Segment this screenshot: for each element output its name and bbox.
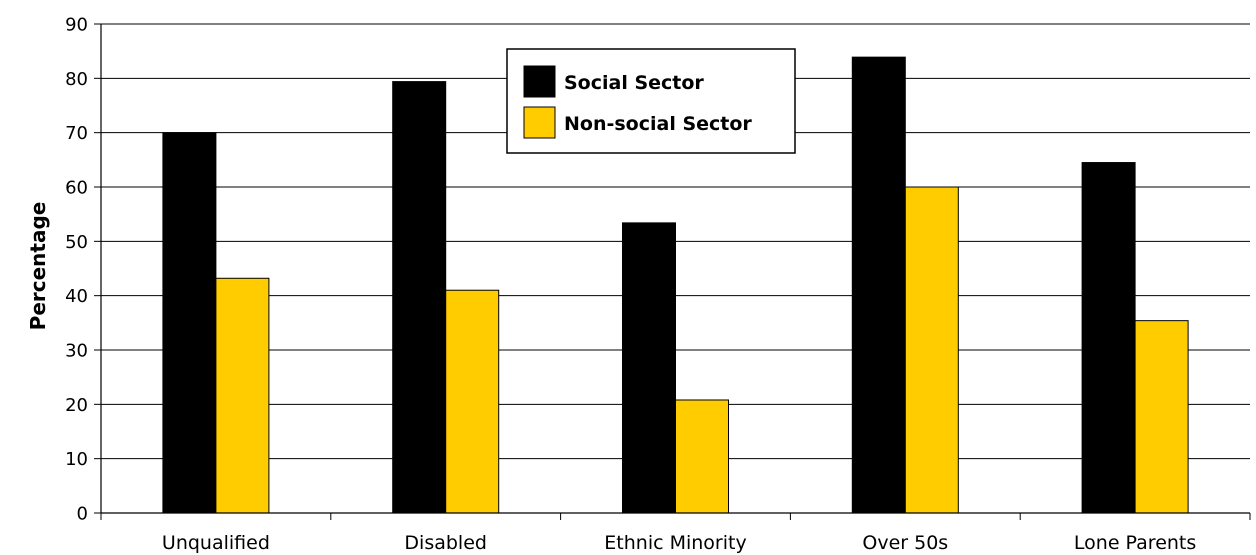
- y-tick-labels: 0 10 20 30 40 50 60 70 80 90: [65, 15, 101, 525]
- legend-swatch-social-sector: [523, 65, 556, 98]
- axes: [100, 24, 1251, 520]
- bar-non-social-sector-lone-parents: [1134, 320, 1189, 514]
- bar-non-social-sector-disabled: [445, 289, 500, 514]
- y-tick-label: 0: [77, 504, 88, 525]
- y-tick-label: 80: [65, 69, 88, 90]
- bar-social-sector-ethnic-minority: [622, 222, 676, 514]
- bar-social-sector-lone-parents: [1081, 162, 1136, 514]
- y-tick-label: 20: [65, 395, 88, 416]
- y-tick-label: 30: [65, 341, 88, 362]
- bar-non-social-sector-ethnic-minority: [675, 399, 729, 514]
- x-tick-label-unqualified: Unqualified: [162, 532, 270, 554]
- y-tick-label: 90: [65, 15, 88, 36]
- x-tick-label-over-50s: Over 50s: [862, 532, 948, 554]
- y-tick-label: 60: [65, 178, 88, 199]
- x-tick-label-disabled: Disabled: [404, 532, 487, 554]
- y-tick-label: 10: [65, 449, 88, 470]
- bar-social-sector-over-50s: [851, 56, 906, 514]
- legend-label-non-social-sector: Non-social Sector: [564, 113, 752, 135]
- x-tick-labels: Unqualified Disabled Ethnic Minority Over 5…: [162, 532, 1196, 554]
- x-tick-label-lone-parents: Lone Parents: [1074, 532, 1196, 554]
- bar-non-social-sector-over-50s: [904, 186, 959, 514]
- y-tick-label: 70: [65, 123, 88, 144]
- legend-label-social-sector: Social Sector: [564, 72, 704, 94]
- bar-non-social-sector-unqualified: [215, 277, 270, 514]
- bar-social-sector-unqualified: [162, 132, 217, 514]
- bars: [162, 56, 1189, 514]
- y-axis-label: Percentage: [26, 202, 50, 331]
- legend-swatch-non-social-sector: [523, 106, 556, 139]
- bar-social-sector-disabled: [392, 81, 447, 514]
- legend: Social Sector Non-social Sector: [506, 48, 796, 154]
- y-tick-label: 40: [65, 286, 88, 307]
- y-tick-label: 50: [65, 232, 88, 253]
- x-tick-label-ethnic-minority: Ethnic Minority: [604, 532, 746, 554]
